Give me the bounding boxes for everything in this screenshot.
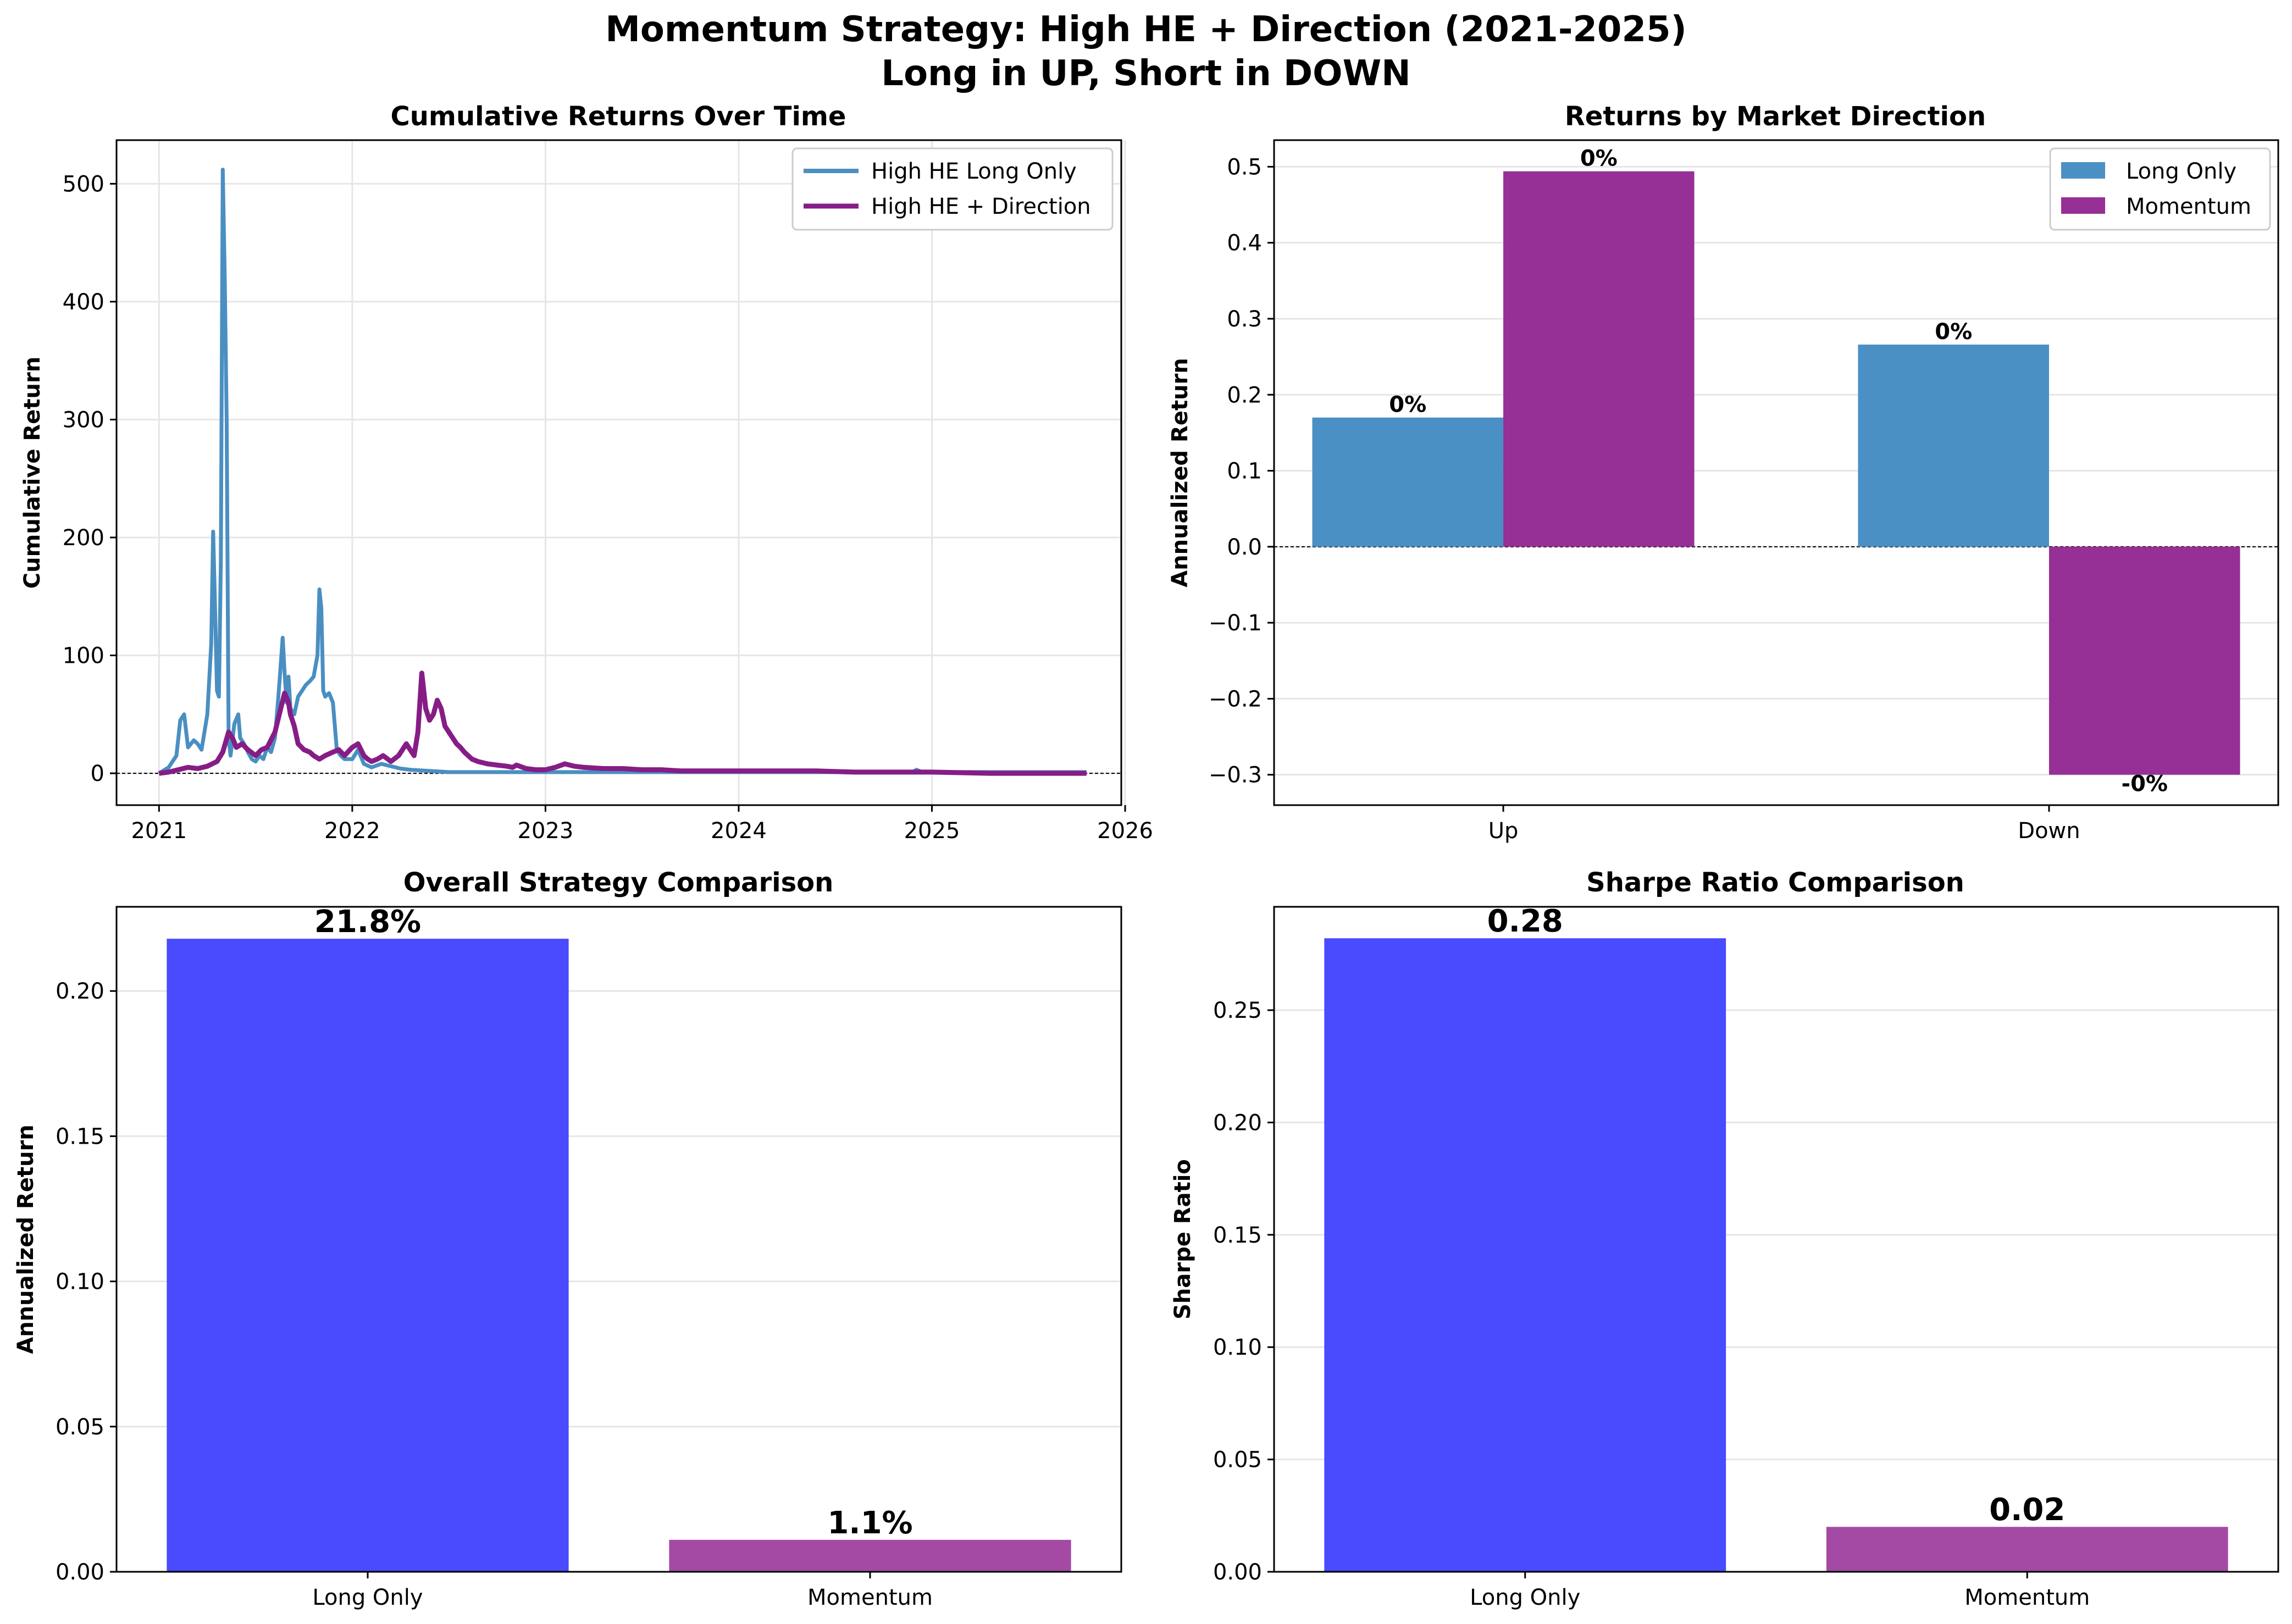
overall-ytick-label: 0.05: [56, 1415, 104, 1440]
legend-swatch-dir-momentum: [2061, 197, 2105, 214]
cumulative-xtick-label: 2024: [711, 818, 767, 844]
overall-xtick-label: Long Only: [312, 1585, 423, 1610]
overall-bar-label: 1.1%: [827, 1505, 912, 1541]
direction-ytick-label: −0.2: [1209, 686, 1262, 712]
cumulative-xtick-label: 2022: [324, 818, 380, 844]
sharpe-ytick-label: 0.05: [1213, 1448, 1262, 1473]
cumulative-xtick-label: 2023: [518, 818, 574, 844]
sharpe-ytick-label: 0.25: [1213, 998, 1262, 1023]
overall-bar-long-only: [167, 939, 569, 1572]
cumulative-legend: High HE Long Only High HE + Direction: [791, 147, 1114, 231]
direction-ytick-label: 0.5: [1227, 154, 1262, 180]
sharpe-bar-label: 0.02: [1989, 1492, 2065, 1528]
cumulative-ylabel: Cumulative Return: [20, 357, 45, 589]
overall-ytick-label: 0.00: [56, 1560, 104, 1585]
cumulative-title: Cumulative Returns Over Time: [391, 101, 846, 132]
overall-ytick-label: 0.20: [56, 979, 104, 1004]
cumulative-xtick-label: 2025: [904, 818, 960, 844]
direction-ytick-label: 0.4: [1227, 231, 1262, 256]
cumulative-ytick-label: 400: [63, 290, 104, 315]
overall-plot-area: [115, 906, 1122, 1573]
panel-sharpe: Sharpe Ratio Comparison 0.28 0.02 0.00 0.0…: [1170, 867, 2279, 1610]
overall-bar-label: 21.8%: [314, 904, 421, 940]
direction-title: Returns by Market Direction: [1565, 101, 1986, 132]
direction-xtick-label: Up: [1488, 818, 1519, 844]
legend-label-long-only: High HE Long Only: [871, 159, 1077, 184]
sharpe-bar-long-only: [1324, 938, 1726, 1572]
panel-overall: Overall Strategy Comparison 21.8% 1.1% 0.…: [13, 867, 1122, 1610]
figure-title-line2: Long in UP, Short in DOWN: [881, 53, 1410, 94]
overall-bar-momentum: [669, 1539, 1071, 1572]
panel-direction: Returns by Market Direction 0% 0% 0% -0% −0…: [1167, 101, 2279, 844]
direction-ytick-label: 0.0: [1227, 535, 1262, 560]
sharpe-ytick-label: 0.10: [1213, 1335, 1262, 1360]
direction-ytick-label: 0.1: [1227, 459, 1262, 484]
sharpe-bar-momentum: [1826, 1527, 2228, 1572]
overall-ytick-label: 0.15: [56, 1124, 104, 1149]
direction-bar-up-momentum: [1503, 171, 1695, 547]
cumulative-xtick-label: 2026: [1097, 818, 1153, 844]
legend-swatch-dir-long: [2061, 162, 2105, 179]
direction-bar-label: 0%: [1580, 146, 1618, 171]
legend-label-dir-long: Long Only: [2126, 159, 2236, 184]
sharpe-ytick-label: 0.15: [1213, 1223, 1262, 1248]
legend-label-direction: High HE + Direction: [871, 194, 1091, 219]
direction-bar-label: 0%: [1389, 392, 1426, 418]
direction-xtick-label: Down: [2018, 818, 2080, 844]
direction-bar-label: -0%: [2121, 772, 2168, 797]
overall-ytick-label: 0.10: [56, 1270, 104, 1295]
direction-ytick-label: 0.3: [1227, 307, 1262, 332]
direction-ytick-label: 0.2: [1227, 383, 1262, 408]
legend-label-dir-momentum: Momentum: [2126, 194, 2251, 219]
cumulative-ytick-label: 500: [63, 171, 104, 197]
panel-cumulative: Cumulative Returns Over Time 0 100 200 300 4…: [20, 101, 1153, 844]
overall-ylabel: Annualized Return: [13, 1124, 38, 1354]
sharpe-ytick-label: 0.00: [1213, 1560, 1262, 1585]
direction-plot-area: [1273, 139, 2279, 806]
sharpe-xtick-label: Long Only: [1470, 1585, 1580, 1610]
cumulative-series-long-only: [158, 168, 1087, 775]
figure-title-line1: Momentum Strategy: High HE + Direction (…: [605, 9, 1687, 50]
sharpe-bar-label: 0.28: [1487, 904, 1563, 939]
cumulative-series-direction: [158, 670, 1087, 776]
cumulative-ytick-label: 200: [63, 525, 104, 551]
direction-bar-label: 0%: [1935, 319, 1972, 345]
sharpe-ylabel: Sharpe Ratio: [1170, 1159, 1195, 1320]
direction-ylabel: Annualized Return: [1167, 358, 1193, 587]
direction-bar-up-long-only: [1312, 417, 1504, 547]
cumulative-ytick-label: 0: [91, 761, 104, 786]
cumulative-plot-area: [115, 139, 1122, 806]
direction-ytick-label: −0.3: [1209, 763, 1262, 788]
overall-title: Overall Strategy Comparison: [403, 867, 834, 898]
sharpe-ytick-label: 0.20: [1213, 1110, 1262, 1135]
overall-xtick-label: Momentum: [807, 1585, 933, 1610]
cumulative-ytick-label: 100: [63, 644, 104, 669]
direction-ytick-label: −0.1: [1209, 611, 1262, 636]
direction-bar-down-momentum: [2049, 546, 2240, 775]
sharpe-plot-area: [1273, 906, 2279, 1573]
sharpe-title: Sharpe Ratio Comparison: [1586, 867, 1964, 898]
direction-bar-down-long-only: [1858, 344, 2049, 547]
cumulative-xtick-label: 2021: [131, 818, 187, 844]
direction-legend: Long Only Momentum: [2049, 147, 2271, 231]
sharpe-xtick-label: Momentum: [1964, 1585, 2090, 1610]
cumulative-ytick-label: 300: [63, 407, 104, 433]
